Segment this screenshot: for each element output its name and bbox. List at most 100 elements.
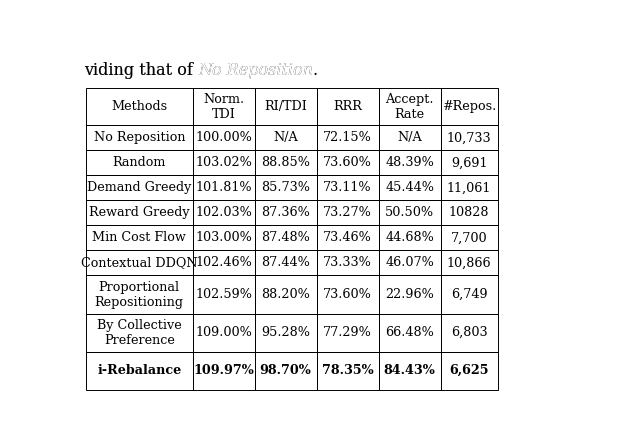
Text: 73.11%: 73.11% — [323, 181, 372, 195]
Bar — [86, 225, 193, 251]
Text: 95.28%: 95.28% — [261, 326, 310, 339]
Bar — [193, 314, 255, 352]
Text: 10828: 10828 — [449, 206, 490, 219]
Text: By Collective
Preference: By Collective Preference — [97, 319, 182, 346]
Bar — [86, 125, 193, 150]
Bar — [86, 314, 193, 352]
Bar — [193, 200, 255, 225]
Text: 98.70%: 98.70% — [260, 364, 312, 377]
Text: 78.35%: 78.35% — [322, 364, 373, 377]
Text: 88.85%: 88.85% — [261, 157, 310, 169]
Bar — [317, 225, 379, 251]
Text: 46.07%: 46.07% — [385, 257, 434, 270]
Text: 87.48%: 87.48% — [261, 232, 310, 244]
Text: No Reposition: No Reposition — [198, 62, 313, 79]
Bar — [86, 176, 193, 200]
Bar — [86, 276, 193, 314]
Bar — [193, 225, 255, 251]
Text: 50.50%: 50.50% — [385, 206, 434, 219]
Text: .: . — [313, 62, 318, 79]
Text: 73.60%: 73.60% — [323, 288, 372, 301]
Text: 10,733: 10,733 — [447, 131, 492, 144]
Bar — [255, 314, 317, 352]
Text: 66.48%: 66.48% — [385, 326, 434, 339]
Text: 73.46%: 73.46% — [323, 232, 372, 244]
Text: 109.97%: 109.97% — [193, 364, 254, 377]
Bar — [255, 276, 317, 314]
Bar — [193, 88, 255, 125]
Text: RI/TDI: RI/TDI — [264, 100, 307, 113]
Text: viding that of: viding that of — [84, 62, 198, 79]
Text: 22.96%: 22.96% — [385, 288, 434, 301]
Bar — [317, 200, 379, 225]
Text: i-Rebalance: i-Rebalance — [97, 364, 181, 377]
Text: Random: Random — [113, 157, 166, 169]
Bar — [255, 125, 317, 150]
Text: 85.73%: 85.73% — [261, 181, 310, 195]
Bar — [86, 352, 193, 390]
Bar — [193, 176, 255, 200]
Text: 6,749: 6,749 — [451, 288, 488, 301]
Bar — [440, 125, 498, 150]
Text: 102.46%: 102.46% — [195, 257, 252, 270]
Text: 100.00%: 100.00% — [195, 131, 252, 144]
Bar — [86, 200, 193, 225]
Bar — [379, 314, 440, 352]
Bar — [440, 225, 498, 251]
Text: Proportional
Repositioning: Proportional Repositioning — [95, 281, 184, 308]
Text: 103.00%: 103.00% — [195, 232, 252, 244]
Text: Contextual DDQN: Contextual DDQN — [81, 257, 198, 270]
Text: 103.02%: 103.02% — [195, 157, 252, 169]
Bar — [440, 176, 498, 200]
Bar — [317, 352, 379, 390]
Text: 87.36%: 87.36% — [261, 206, 310, 219]
Bar — [379, 176, 440, 200]
Bar — [193, 125, 255, 150]
Text: viding that of: viding that of — [84, 62, 198, 79]
Bar — [86, 88, 193, 125]
Text: 6,803: 6,803 — [451, 326, 488, 339]
Text: 72.15%: 72.15% — [323, 131, 372, 144]
Bar — [317, 125, 379, 150]
Bar — [440, 200, 498, 225]
Bar — [379, 352, 440, 390]
Text: viding that of: viding that of — [84, 62, 198, 79]
Text: 77.29%: 77.29% — [323, 326, 372, 339]
Text: 84.43%: 84.43% — [384, 364, 435, 377]
Text: Norm.
TDI: Norm. TDI — [203, 93, 244, 121]
Bar — [317, 314, 379, 352]
Text: N/A: N/A — [273, 131, 298, 144]
Text: 45.44%: 45.44% — [385, 181, 434, 195]
Text: Accept.
Rate: Accept. Rate — [385, 93, 434, 121]
Text: Methods: Methods — [111, 100, 167, 113]
Bar — [317, 251, 379, 276]
Text: No Reposition: No Reposition — [198, 62, 313, 79]
Text: 73.33%: 73.33% — [323, 257, 372, 270]
Bar — [317, 150, 379, 176]
Text: 7,700: 7,700 — [451, 232, 488, 244]
Bar — [440, 251, 498, 276]
Bar — [86, 251, 193, 276]
Text: Demand Greedy: Demand Greedy — [87, 181, 191, 195]
Bar — [255, 88, 317, 125]
Text: No Reposition: No Reposition — [93, 131, 185, 144]
Text: 44.68%: 44.68% — [385, 232, 434, 244]
Text: 102.59%: 102.59% — [195, 288, 252, 301]
Text: #Repos.: #Repos. — [442, 100, 496, 113]
Bar — [193, 352, 255, 390]
Text: 109.00%: 109.00% — [195, 326, 252, 339]
Bar — [317, 276, 379, 314]
Bar — [379, 88, 440, 125]
Text: 9,691: 9,691 — [451, 157, 488, 169]
Bar — [440, 352, 498, 390]
Bar — [255, 352, 317, 390]
Bar — [440, 150, 498, 176]
Bar — [193, 150, 255, 176]
Text: 10,866: 10,866 — [447, 257, 492, 270]
Text: 73.27%: 73.27% — [323, 206, 372, 219]
Bar — [86, 150, 193, 176]
Bar — [440, 314, 498, 352]
Text: Reward Greedy: Reward Greedy — [89, 206, 189, 219]
Bar — [255, 225, 317, 251]
Text: 73.60%: 73.60% — [323, 157, 372, 169]
